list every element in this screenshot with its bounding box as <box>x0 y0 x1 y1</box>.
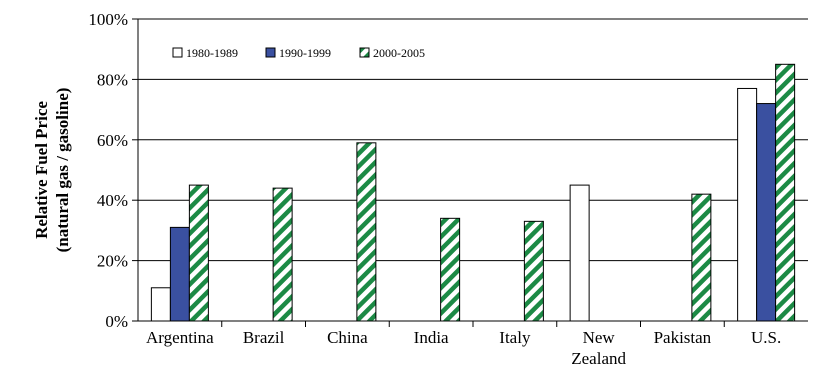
bars <box>150 63 796 322</box>
y-tick-labels: 0% 20% 40% 60% 80% 100% <box>88 10 138 331</box>
legend: 1980-1989 1990-1999 2000-2005 <box>172 46 425 60</box>
bar-1980-1989-U.S. <box>737 87 758 322</box>
y-tick-label: 40% <box>97 191 128 210</box>
legend-label: 1990-1999 <box>279 46 331 60</box>
bar-2000-2005-Pakistan <box>691 193 712 322</box>
legend-swatch <box>172 47 183 58</box>
x-tick-label: U.S. <box>751 328 781 347</box>
bar-1990-1999-U.S. <box>756 103 777 322</box>
legend-item: 1980-1989 <box>172 46 238 60</box>
legend-swatch <box>265 47 276 58</box>
bar-2000-2005-India <box>440 217 461 322</box>
x-tick-label: Pakistan <box>654 328 712 347</box>
y-tick-label: 60% <box>97 131 128 150</box>
y-axis-label: Relative Fuel Price (natural gas / gasoli… <box>32 88 72 253</box>
bar-2000-2005-Argentina <box>188 184 209 322</box>
y-tick-label: 0% <box>105 312 128 331</box>
x-tick-label: India <box>414 328 449 347</box>
bar-1980-1989-New Zealand <box>569 184 590 322</box>
legend-item: 2000-2005 <box>359 46 425 60</box>
bar-2000-2005-China <box>356 142 377 322</box>
legend-item: 1990-1999 <box>265 46 331 60</box>
x-tick-label: China <box>327 328 368 347</box>
x-tick-label: New Zealand <box>571 328 626 368</box>
y-tick-label: 100% <box>88 10 128 29</box>
y-axis-label-line: Relative Fuel Price <box>32 101 51 239</box>
bar-1990-1999-Argentina <box>169 226 190 322</box>
bar-2000-2005-Italy <box>523 220 544 322</box>
x-tick-labels: Argentina Brazil China India Italy New Zealand… <box>146 328 781 368</box>
x-tick-label: Brazil <box>243 328 285 347</box>
legend-label: 2000-2005 <box>373 46 425 60</box>
bar-1980-1989-Argentina <box>150 287 171 322</box>
bar-2000-2005-Brazil <box>272 187 293 322</box>
y-axis-label-line: (natural gas / gasoline) <box>53 88 72 253</box>
x-tick-label: Argentina <box>146 328 214 347</box>
x-tick-label: Italy <box>499 328 531 347</box>
y-tick-label: 20% <box>97 252 128 271</box>
axes <box>137 19 808 327</box>
legend-swatch <box>359 47 370 58</box>
legend-label: 1980-1989 <box>186 46 238 60</box>
bar-2000-2005-U.S. <box>775 63 796 322</box>
y-tick-label: 80% <box>97 70 128 89</box>
